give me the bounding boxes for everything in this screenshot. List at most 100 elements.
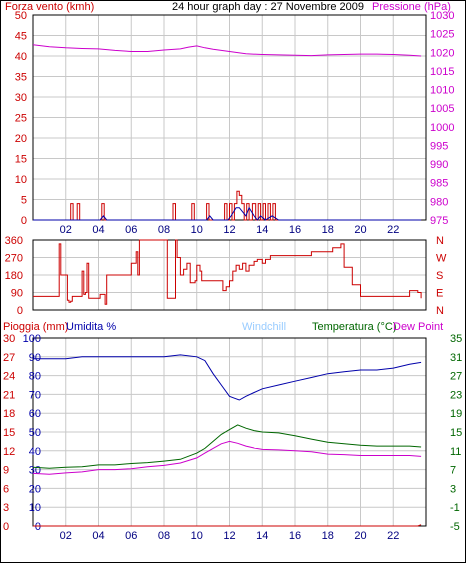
pressure-tick-label: 1000 [430,122,454,134]
time-tick-label: 08 [158,530,170,542]
time-tick-label: 22 [387,530,399,542]
wind-speed-tick-label: 15 [15,154,27,166]
wind-speed-axis-label: Forza vento (kmh) [5,1,94,13]
humidity-tick-label: 40 [29,446,41,458]
humidity-tick-label: 80 [29,371,41,383]
time-tick-label: 20 [354,224,366,236]
direction-tick-label: 360 [5,235,23,247]
pressure-tick-label: 1010 [430,85,454,97]
temperature-tick-label: 19 [450,408,462,420]
wind-speed-tick-label: 25 [15,113,27,125]
pressure-axis-label: Pressione (hPa) [372,1,451,13]
rain-tick-label: 6 [3,483,9,495]
compass-label: N [436,235,444,247]
wind-direction-series [33,239,422,305]
wind-speed-tick-label: 20 [15,133,27,145]
time-tick-label: 22 [387,224,399,236]
humidity-axis-label: Umidita % [66,321,116,333]
rain-tick-label: 9 [3,465,9,477]
rain-tick-label: 21 [3,389,15,401]
compass-label: S [436,270,443,282]
time-tick-label: 06 [125,530,137,542]
pressure-tick-label: 1025 [430,29,454,41]
humidity-tick-label: 60 [29,408,41,420]
time-tick-label: 18 [322,224,334,236]
humidity-line [33,354,422,401]
humidity-tick-label: 100 [23,333,41,345]
temperature-tick-label: 27 [450,371,462,383]
humidity-tick-labels: 0 10 20 30 40 50 60 70 80 90 100 [23,333,41,533]
pressure-tick-label: 1030 [430,10,454,22]
pressure-tick-label: 980 [430,196,448,208]
wind-speed-tick-label: 45 [15,31,27,43]
rain-tick-labels: 0 3 6 9 12 15 18 21 24 27 30 [3,333,15,533]
pressure-tick-label: 990 [430,159,448,171]
rain-tick-label: 27 [3,352,15,364]
pressure-tick-label: 1020 [430,47,454,59]
wind-direction-tick-labels: 0 90 180 270 360 [5,235,23,317]
pressure-tick-label: 1015 [430,66,454,78]
rain-tick-label: 12 [3,446,15,458]
wind-speed-tick-label: 0 [21,215,27,227]
wind-speed-tick-label: 35 [15,72,27,84]
wind-speed-tick-label: 40 [15,51,27,63]
rain-axis-label: Pioggia (mm) [3,321,68,333]
direction-tick-label: 90 [11,288,23,300]
humidity-tick-label: 0 [35,521,41,533]
temperature-tick-label: 11 [450,446,461,458]
wind-pressure-grid [33,14,426,221]
temperature-tick-label: 7 [450,465,456,477]
temperature-tick-label: -5 [450,521,460,533]
wind-pressure-series [32,44,422,221]
temperature-tick-labels: -5 -1 3 7 11 15 19 23 27 31 35 [450,333,462,533]
compass-label: N [436,305,444,317]
direction-tick-label: 270 [5,253,23,265]
pressure-tick-labels: 975 980 985 990 995 1000 1005 1010 1015 1020 1025 1… [430,10,454,227]
rain-tick-label: 0 [3,521,9,533]
time-tick-label: 02 [60,530,72,542]
rain-tick-label: 30 [3,333,15,345]
humidity-tick-label: 50 [29,427,41,439]
time-tick-label: 12 [223,224,235,236]
humidity-tick-label: 70 [29,389,41,401]
windchill-axis-label: Windchill [242,321,286,333]
time-tick-label: 10 [191,530,203,542]
pressure-tick-label: 975 [430,215,448,227]
time-tick-label: 20 [354,530,366,542]
time-tick-label: 14 [256,530,268,542]
pressure-tick-label: 995 [430,140,448,152]
direction-tick-label: 180 [5,270,23,282]
compass-label: E [436,288,443,300]
graph-title: 24 hour graph day : 27 Novembre 2009 [172,1,364,13]
temperature-tick-label: -1 [450,502,460,514]
time-tick-label: 08 [158,224,170,236]
time-tick-label: 02 [60,224,72,236]
humidity-tick-label: 10 [29,502,41,514]
time-tick-label: 12 [223,530,235,542]
wind-speed-tick-label: 50 [15,10,27,22]
temperature-tick-label: 23 [450,389,462,401]
wind-direction-grid [33,239,426,311]
time-tick-label: 04 [92,530,104,542]
temperature-axis-label: Temperatura (°C) [312,321,396,333]
climate-series [32,354,422,527]
temperature-tick-label: 15 [450,427,462,439]
rain-line [33,524,422,527]
temperature-tick-label: 31 [450,352,462,364]
wind-speed-tick-label: 30 [15,92,27,104]
time-tick-label: 06 [125,224,137,236]
humidity-tick-label: 20 [29,483,41,495]
temperature-tick-label: 3 [450,483,456,495]
wind-speed-line [33,206,422,221]
pressure-line [32,44,422,57]
temperature-line [32,424,422,469]
time-tick-label: 18 [322,530,334,542]
compass-label: W [436,253,447,265]
humidity-tick-label: 90 [29,352,41,364]
rain-tick-label: 3 [3,502,9,514]
wind-pressure-time-labels: 02 04 06 08 10 12 14 16 18 20 22 [60,224,400,236]
time-tick-label: 04 [92,224,104,236]
